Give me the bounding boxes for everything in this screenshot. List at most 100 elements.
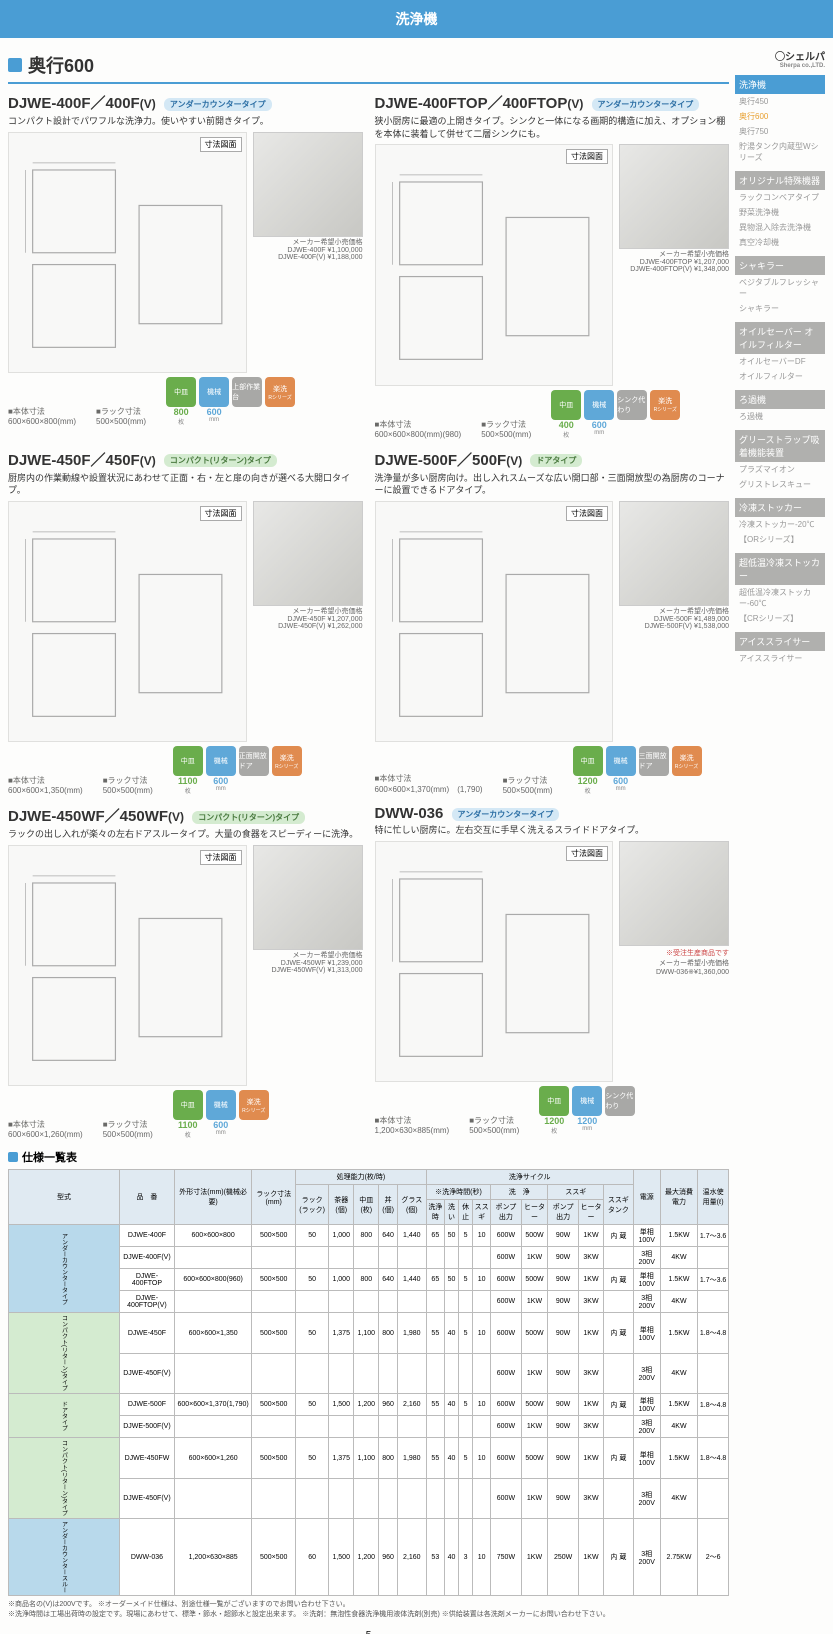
sidebar-item[interactable]: 【CRシリーズ】 <box>735 611 825 626</box>
product-right: メーカー希望小売価格DJWE-500F ¥1,489,000DJWE-500F(… <box>619 501 729 743</box>
product-photo <box>253 132 363 237</box>
sidebar-head[interactable]: 洗浄機 <box>735 75 825 94</box>
sidebar-item[interactable]: アイススライサー <box>735 651 825 666</box>
product-right: メーカー希望小売価格DJWE-400FTOP ¥1,207,000DJWE-40… <box>619 144 729 386</box>
sidebar-item[interactable]: 真空冷却機 <box>735 235 825 250</box>
product-right: ※受注生産商品です メーカー希望小売価格DWW-036※¥1,360,000 <box>619 841 729 1083</box>
badge-blue: 機械 1200 mm <box>572 1086 602 1135</box>
product-photo <box>619 841 729 946</box>
body-dimensions: ■本体寸法600×600×800(mm) <box>8 406 76 426</box>
sidebar-item[interactable]: 超低温冷凍ストッカー-60℃ <box>735 585 825 611</box>
badge-gray: シンク代わり <box>617 390 647 420</box>
sidebar-head[interactable]: 冷凍ストッカー <box>735 498 825 517</box>
sidebar-item[interactable]: 奥行450 <box>735 94 825 109</box>
sidebar-item[interactable]: 冷凍ストッカー-20℃ <box>735 517 825 532</box>
product-badges: 中皿 400 枚 機械 600 mm シンク代わり楽洗Rシリーズ <box>551 390 680 439</box>
badge-gray: 上部作業台 <box>232 377 262 407</box>
sidebar-item[interactable]: 【ORシリーズ】 <box>735 532 825 547</box>
category-cell: コンパクト(リターン)タイプ <box>9 1438 120 1519</box>
diagram-label: 寸法図面 <box>566 149 608 164</box>
product-prices: メーカー希望小売価格DWW-036※¥1,360,000 <box>619 958 729 976</box>
sidebar-item[interactable]: 奥行750 <box>735 124 825 139</box>
product-tag: コンパクト(リターン)タイプ <box>164 454 277 467</box>
sidebar-group: オリジナル特殊機器ラックコンベアタイプ野菜洗浄機異物混入除去洗浄機真空冷却機 <box>735 171 825 250</box>
product-prices: メーカー希望小売価格DJWE-450WF ¥1,239,000DJWE-450W… <box>253 950 363 974</box>
product-badges: 中皿 1200 枚 機械 1200 mm シンク代わり <box>539 1086 635 1135</box>
sidebar-item[interactable]: 奥行600 <box>735 109 825 124</box>
badge-blue: 機械 600 mm <box>606 746 636 795</box>
sidebar-head[interactable]: オリジナル特殊機器 <box>735 171 825 190</box>
spec-table: 型式品 番 外形寸法(mm)(機械必要)ラック寸法(mm) 処理能力(枚/時) … <box>8 1169 729 1596</box>
sidebar-head[interactable]: ろ過機 <box>735 390 825 409</box>
badge-blue: 機械 600 mm <box>206 1090 236 1139</box>
sidebar-head[interactable]: シャキラー <box>735 256 825 275</box>
product-photo <box>619 501 729 606</box>
product-title: DJWE-400F／400F(V) アンダーカウンタータイプ <box>8 92 363 113</box>
spec-bullet-icon <box>8 1152 18 1162</box>
product-card: DJWE-500F／500F(V) ドアタイプ 洗浄量が多い厨房向け。出し入れス… <box>375 449 730 796</box>
product-photo <box>619 144 729 249</box>
sidebar-group: オイルセーバー オイルフィルターオイルセーバーDFオイルフィルター <box>735 322 825 384</box>
sidebar-item[interactable]: プラズマイオン <box>735 462 825 477</box>
product-title: DWW-036 アンダーカウンタータイプ <box>375 805 730 822</box>
sidebar-item[interactable]: オイルセーバーDF <box>735 354 825 369</box>
body-dimensions: ■本体寸法600×600×1,350(mm) <box>8 775 83 795</box>
sidebar-group: 冷凍ストッカー冷凍ストッカー-20℃【ORシリーズ】 <box>735 498 825 547</box>
product-right: メーカー希望小売価格DJWE-450F ¥1,207,000DJWE-450F(… <box>253 501 363 743</box>
product-tag: アンダーカウンタータイプ <box>592 98 700 111</box>
sidebar-item[interactable]: ベジタブルフレッシャー <box>735 275 825 301</box>
diagram-svg <box>376 502 613 742</box>
logo-icon: ◯ <box>775 52 785 63</box>
product-badges: 中皿 1200 枚 機械 600 mm 三面開放ドア楽洗Rシリーズ <box>573 746 702 795</box>
sidebar-head[interactable]: オイルセーバー オイルフィルター <box>735 322 825 354</box>
sidebar-group: アイススライサーアイススライサー <box>735 632 825 666</box>
sidebar-item[interactable]: グリストレスキュー <box>735 477 825 492</box>
badge-blue: 機械 600 mm <box>584 390 614 439</box>
section-header: 奥行600 <box>8 48 729 84</box>
sidebar-item[interactable]: ろ過機 <box>735 409 825 424</box>
product-tag: コンパクト(リターン)タイプ <box>192 811 305 824</box>
badge-green: 中皿 1200 枚 <box>573 746 603 795</box>
product-badges: 中皿 1100 枚 機械 600 mm 楽洗Rシリーズ <box>173 1090 269 1139</box>
main-content: 奥行600 DJWE-400F／400F(V) アンダーカウンタータイプ コンパ… <box>8 48 729 1634</box>
table-row: コンパクト(リターン)タイプDJWE-450FW600×600×1,260500… <box>9 1438 729 1479</box>
product-tag: アンダーカウンタータイプ <box>452 808 560 821</box>
sidebar-item[interactable]: オイルフィルター <box>735 369 825 384</box>
table-row: ドアタイプDJWE-500F600×600×1,370(1,790)500×50… <box>9 1394 729 1416</box>
sidebar-item[interactable]: 貯湯タンク内蔵型Wシリーズ <box>735 139 825 165</box>
sidebar-item[interactable]: ラックコンベアタイプ <box>735 190 825 205</box>
product-tag: ドアタイプ <box>530 454 582 467</box>
table-row: コンパクト(リターン)タイプDJWE-450F600×600×1,350500×… <box>9 1313 729 1354</box>
product-diagram: 寸法図面 <box>375 841 614 1083</box>
product-right: メーカー希望小売価格DJWE-450WF ¥1,239,000DJWE-450W… <box>253 845 363 1087</box>
product-title: DJWE-500F／500F(V) ドアタイプ <box>375 449 730 470</box>
product-right: メーカー希望小売価格DJWE-400F ¥1,100,000DJWE-400F(… <box>253 132 363 374</box>
sidebar-head[interactable]: 超低温冷凍ストッカー <box>735 553 825 585</box>
rack-dimensions: ■ラック寸法500×500(mm) <box>469 1115 519 1135</box>
product-tag: アンダーカウンタータイプ <box>164 98 272 111</box>
sidebar-head[interactable]: アイススライサー <box>735 632 825 651</box>
body-dimensions: ■本体寸法600×600×800(mm)(980) <box>375 419 462 439</box>
diagram-svg <box>9 846 246 1086</box>
sidebar-head[interactable]: グリーストラップ吸着機能装置 <box>735 430 825 462</box>
product-prices: メーカー希望小売価格DJWE-400FTOP ¥1,207,000DJWE-40… <box>619 249 729 273</box>
product-desc: 洗浄量が多い厨房向け。出し入れスムーズな広い開口部・三面開放型の為厨房のコーナー… <box>375 472 730 497</box>
diagram-label: 寸法図面 <box>566 506 608 521</box>
product-card: DWW-036 アンダーカウンタータイプ 特に忙しい厨房に。左右交互に手早く洗え… <box>375 805 730 1139</box>
notes: ※商品名の(V)は200Vです。 ※オーダーメイド仕様は、別途仕様一覧がございま… <box>8 1600 729 1620</box>
badge-green: 中皿 800 枚 <box>166 377 196 426</box>
rack-dimensions: ■ラック寸法500×500(mm) <box>481 419 531 439</box>
product-prices: メーカー希望小売価格DJWE-500F ¥1,489,000DJWE-500F(… <box>619 606 729 630</box>
product-card: DJWE-450F／450F(V) コンパクト(リターン)タイプ 厨房内の作業動… <box>8 449 363 796</box>
product-badges: 中皿 800 枚 機械 600 mm 上部作業台楽洗Rシリーズ <box>166 377 295 426</box>
brand-logo: ◯シェルパ Sherpa co.,LTD. <box>735 48 825 69</box>
page-header: 洗浄機 <box>0 0 833 38</box>
diagram-svg <box>376 145 613 385</box>
sidebar-item[interactable]: 異物混入除去洗浄機 <box>735 220 825 235</box>
category-cell: アンダーカウンタースルー <box>9 1519 120 1596</box>
sidebar-item[interactable]: 野菜洗浄機 <box>735 205 825 220</box>
sidebar-nav: ◯シェルパ Sherpa co.,LTD. 洗浄機奥行450奥行600奥行750… <box>735 48 825 1634</box>
sidebar-item[interactable]: シャキラー <box>735 301 825 316</box>
product-diagram: 寸法図面 <box>8 501 247 743</box>
product-desc: ラックの出し入れが楽々の左右ドアスルータイプ。大量の食器をスピーディーに洗浄。 <box>8 828 363 841</box>
